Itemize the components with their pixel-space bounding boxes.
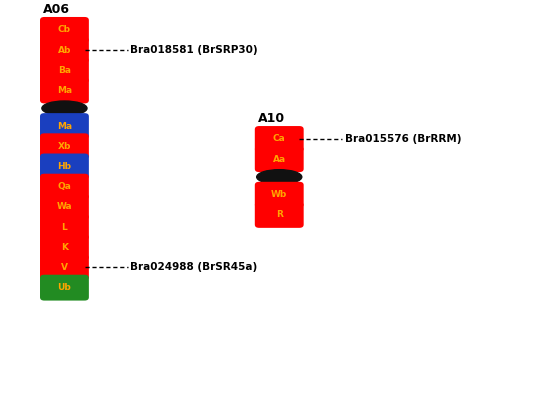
Ellipse shape	[257, 170, 302, 184]
Text: V: V	[61, 263, 68, 272]
FancyBboxPatch shape	[40, 234, 89, 260]
Text: Bra015576 (BrRRM): Bra015576 (BrRRM)	[345, 134, 461, 144]
FancyBboxPatch shape	[40, 194, 89, 220]
Text: Aa: Aa	[273, 155, 286, 164]
Text: A06: A06	[43, 3, 70, 16]
Text: Bra024988 (BrSR45a): Bra024988 (BrSR45a)	[130, 263, 257, 272]
Text: Ma: Ma	[57, 122, 72, 130]
Ellipse shape	[42, 101, 87, 116]
FancyBboxPatch shape	[40, 37, 89, 63]
FancyBboxPatch shape	[40, 255, 89, 280]
Text: Ub: Ub	[57, 283, 71, 292]
Text: Hb: Hb	[57, 162, 71, 171]
FancyBboxPatch shape	[255, 202, 304, 228]
FancyBboxPatch shape	[40, 275, 89, 301]
FancyBboxPatch shape	[255, 126, 304, 152]
Text: L: L	[62, 223, 67, 231]
Text: Ca: Ca	[273, 135, 286, 143]
FancyBboxPatch shape	[40, 214, 89, 240]
Text: Ab: Ab	[58, 46, 71, 55]
Text: Wa: Wa	[56, 202, 72, 211]
Text: K: K	[61, 243, 68, 252]
FancyBboxPatch shape	[40, 17, 89, 43]
FancyBboxPatch shape	[40, 113, 89, 139]
Text: R: R	[276, 210, 282, 219]
Text: Bra018581 (BrSRP30): Bra018581 (BrSRP30)	[130, 45, 258, 55]
Text: Xb: Xb	[58, 142, 71, 151]
Text: Wb: Wb	[271, 190, 287, 199]
Text: Ma: Ma	[57, 86, 72, 95]
Text: Qa: Qa	[57, 182, 71, 191]
Text: Cb: Cb	[58, 25, 71, 34]
FancyBboxPatch shape	[255, 182, 304, 208]
Text: Ba: Ba	[58, 66, 71, 75]
FancyBboxPatch shape	[40, 154, 89, 179]
Text: A10: A10	[258, 112, 285, 125]
FancyBboxPatch shape	[40, 174, 89, 200]
FancyBboxPatch shape	[40, 57, 89, 83]
FancyBboxPatch shape	[255, 146, 304, 172]
FancyBboxPatch shape	[40, 78, 89, 103]
FancyBboxPatch shape	[40, 133, 89, 159]
